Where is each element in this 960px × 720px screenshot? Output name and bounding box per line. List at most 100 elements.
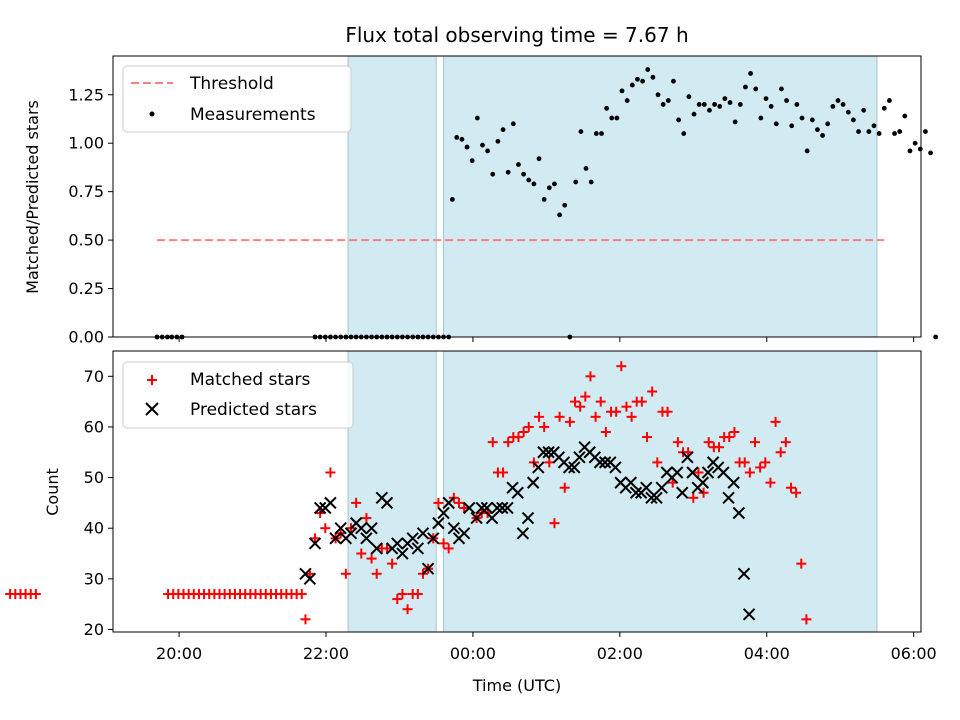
predicted-star-stroke <box>437 506 450 520</box>
top-axes-frame <box>112 55 922 338</box>
measurement-point <box>650 74 656 80</box>
chart-title: Flux total observing time = 7.67 h <box>345 23 688 47</box>
predicted-star-point <box>650 491 663 505</box>
predicted-star-point <box>496 501 509 515</box>
matched-star-point <box>749 437 760 448</box>
predicted-star-point <box>406 532 419 545</box>
x-axis-label: Time (UTC) <box>472 676 561 695</box>
matched-star-point <box>340 568 351 579</box>
matched-star-point <box>534 411 545 422</box>
bottom-panel: 20 30 40 50 60 70 20:00 22:00 00:00 02:00 04:00 06… <box>5 350 937 695</box>
bottom-axes-frame <box>112 350 922 633</box>
y-tick-label: 40 <box>84 519 104 538</box>
matched-star-point <box>775 447 786 458</box>
x-tick-label: 02:00 <box>597 644 643 663</box>
predicted-star-stroke <box>355 522 368 535</box>
matched-star-point <box>539 421 550 432</box>
predicted-star-stroke <box>532 461 545 474</box>
matched-star-point <box>616 361 627 372</box>
predicted-star-stroke <box>463 501 476 515</box>
measurement-point <box>619 88 625 94</box>
matched-star-point <box>513 432 524 443</box>
measurement-point <box>928 150 933 156</box>
matched-star-point <box>453 497 464 508</box>
predicted-star-stroke <box>411 542 425 555</box>
measurement-point <box>887 98 892 103</box>
matched-star-point <box>523 421 534 432</box>
matched-legend-swatch <box>147 375 157 385</box>
measurement-point <box>804 148 810 154</box>
x-tick-label: 00:00 <box>450 644 496 663</box>
measurement-point <box>588 179 594 185</box>
measurement-point <box>830 103 836 109</box>
measurement-point <box>557 212 563 218</box>
measurement-point <box>629 82 635 88</box>
predicted-stars-points <box>299 440 756 621</box>
predicted-star-point <box>681 451 694 464</box>
threshold-legend-label: Threshold <box>189 74 274 94</box>
predicted-star-point <box>437 506 450 520</box>
measurement-point <box>835 98 841 103</box>
matched-star-point <box>729 427 740 438</box>
predicted-star-point <box>629 486 643 499</box>
predicted-star-point <box>475 501 488 515</box>
measurement-point <box>861 107 867 113</box>
predicted-star-stroke <box>421 562 435 575</box>
measurement-point <box>573 179 579 185</box>
predicted-star-stroke <box>308 537 322 550</box>
measurement-point <box>635 76 640 82</box>
matched-star-point <box>714 442 724 453</box>
matched-star-point <box>487 437 498 448</box>
measurement-point <box>707 107 712 113</box>
y-tick-label: 0.25 <box>68 279 104 298</box>
predicted-star-stroke <box>737 567 751 580</box>
matched-star-point <box>549 518 560 529</box>
bottom-shaded-intervals <box>347 350 878 633</box>
predicted-legend-swatch <box>145 402 159 416</box>
predicted-star-stroke <box>655 481 668 494</box>
predicted-star-point <box>727 476 740 489</box>
measurement-point <box>722 96 728 102</box>
matched-star-point <box>672 437 683 448</box>
predicted-star-stroke <box>475 501 488 515</box>
predicted-star-point <box>598 456 612 469</box>
predicted-star-stroke <box>427 532 440 545</box>
predicted-star-stroke <box>537 446 550 459</box>
top-x-ticks <box>178 337 915 342</box>
matched-star-point <box>626 411 637 422</box>
measurement-point <box>748 71 753 76</box>
predicted-star-stroke <box>732 506 746 520</box>
predicted-star-stroke <box>442 496 455 510</box>
predicted-star-point <box>308 537 322 550</box>
measurement-point <box>593 131 599 136</box>
predicted-star-stroke <box>573 451 586 464</box>
matched-star-point <box>662 406 673 417</box>
predicted-star-point <box>432 516 445 530</box>
predicted-star-point <box>573 451 586 464</box>
measurement-point <box>614 115 620 121</box>
measurement-point <box>480 142 485 148</box>
predicted-star-point <box>732 506 746 520</box>
y-tick-label: 0.50 <box>68 231 104 250</box>
predicted-star-point <box>676 486 689 499</box>
matched-star-point <box>765 477 776 488</box>
predicted-star-stroke <box>526 476 540 489</box>
matched-star-point <box>801 614 812 625</box>
predicted-star-point <box>334 522 347 535</box>
y-tick-label: 0.75 <box>68 182 104 201</box>
matched-legend-label: Matched stars <box>190 370 310 390</box>
measurement-point <box>552 181 557 187</box>
predicted-star-point <box>501 501 514 515</box>
matched-star-point <box>760 457 771 468</box>
measurement-point <box>536 156 542 162</box>
measurement-point <box>681 131 687 136</box>
measurement-point <box>876 131 882 136</box>
predicted-star-stroke <box>360 532 373 545</box>
measurement-point <box>578 129 584 134</box>
predicted-star-point <box>737 567 751 580</box>
predicted-star-point <box>365 522 378 535</box>
y-tick-label: 60 <box>84 417 104 436</box>
x-tick-label: 06:00 <box>891 644 937 663</box>
predicted-star-stroke <box>701 466 715 479</box>
measurement-point <box>881 105 887 111</box>
